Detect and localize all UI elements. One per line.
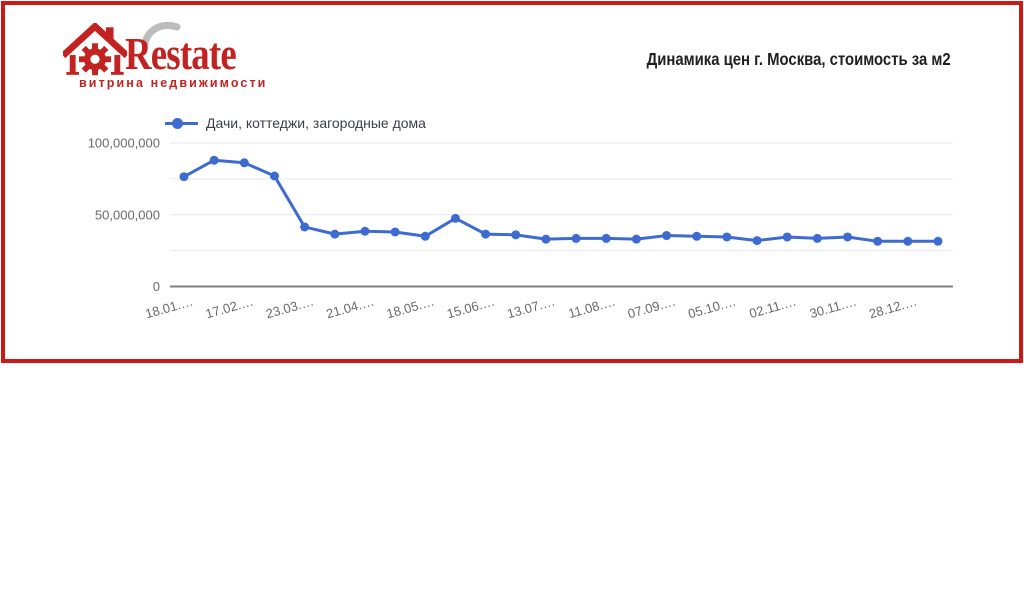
data-point[interactable] [360, 226, 370, 236]
data-point[interactable] [179, 172, 189, 182]
brand-tagline: витрина недвижимости [79, 76, 268, 90]
line-chart: 100,000,000 50,000,000 018.01.… 17.02.… 23.0… [88, 136, 953, 321]
data-point[interactable] [752, 236, 762, 246]
data-point[interactable] [873, 236, 883, 246]
data-point[interactable] [571, 233, 581, 243]
x-axis-tick-label: 18.05.… [385, 293, 436, 321]
chart-title: Динамика цен г. Москва, стоимость за м2 [647, 49, 951, 69]
price-chart-card: Restate витрина недвижимости Динамика це… [1, 1, 1023, 363]
x-axis-tick-label: 11.08.… [567, 293, 617, 321]
data-point[interactable] [903, 236, 913, 246]
x-axis-tick-label: 05.10.… [686, 293, 737, 321]
data-point[interactable] [812, 233, 822, 243]
x-axis-tick-label: 28.12.… [867, 293, 918, 321]
data-point[interactable] [933, 236, 943, 246]
data-point[interactable] [541, 234, 551, 244]
data-point[interactable] [782, 232, 792, 242]
legend-line-marker [165, 115, 198, 131]
data-point[interactable] [692, 231, 702, 241]
house-gear-icon [63, 23, 127, 76]
data-point[interactable] [450, 213, 460, 223]
legend-label: Дачи, коттеджи, загородные дома [206, 115, 426, 131]
data-point[interactable] [631, 234, 641, 244]
price-line [182, 158, 940, 243]
data-point[interactable] [239, 158, 249, 168]
data-point[interactable] [330, 229, 340, 239]
data-point[interactable] [843, 232, 853, 242]
data-point[interactable] [390, 227, 400, 237]
data-point[interactable] [601, 233, 611, 243]
data-point[interactable] [722, 232, 732, 242]
data-point[interactable] [481, 229, 491, 239]
restate-logo[interactable]: Restate витрина недвижимости [63, 19, 283, 91]
x-axis-tick-label: 13.07.… [505, 293, 556, 321]
y-axis-tick-label: 0 [153, 279, 160, 294]
x-axis-tick-label: 21.04.… [324, 293, 375, 321]
brand-name: Restate [125, 28, 237, 79]
data-point[interactable] [420, 231, 430, 241]
x-axis-tick-label: 07.09.… [626, 293, 677, 321]
x-axis-tick-label: 17.02.… [204, 293, 255, 321]
y-axis-tick-label: 100,000,000 [88, 136, 160, 151]
data-point[interactable] [269, 171, 279, 181]
data-point[interactable] [209, 155, 219, 165]
data-point[interactable] [511, 230, 521, 240]
data-point[interactable] [662, 231, 672, 241]
y-axis-tick-label: 50,000,000 [95, 207, 160, 222]
logo-swoosh-icon [141, 22, 181, 47]
x-axis-tick-label: 18.01.… [143, 293, 194, 321]
x-axis-tick-label: 02.11.… [748, 293, 798, 321]
data-point[interactable] [300, 222, 310, 232]
x-axis-tick-label: 23.03.… [264, 293, 315, 321]
chart-legend: Дачи, коттеджи, загородные дома [165, 115, 426, 131]
legend-dot-icon [172, 117, 183, 129]
x-axis-tick-label: 15.06.… [445, 293, 496, 321]
x-axis-tick-label: 30.11.… [808, 293, 858, 321]
